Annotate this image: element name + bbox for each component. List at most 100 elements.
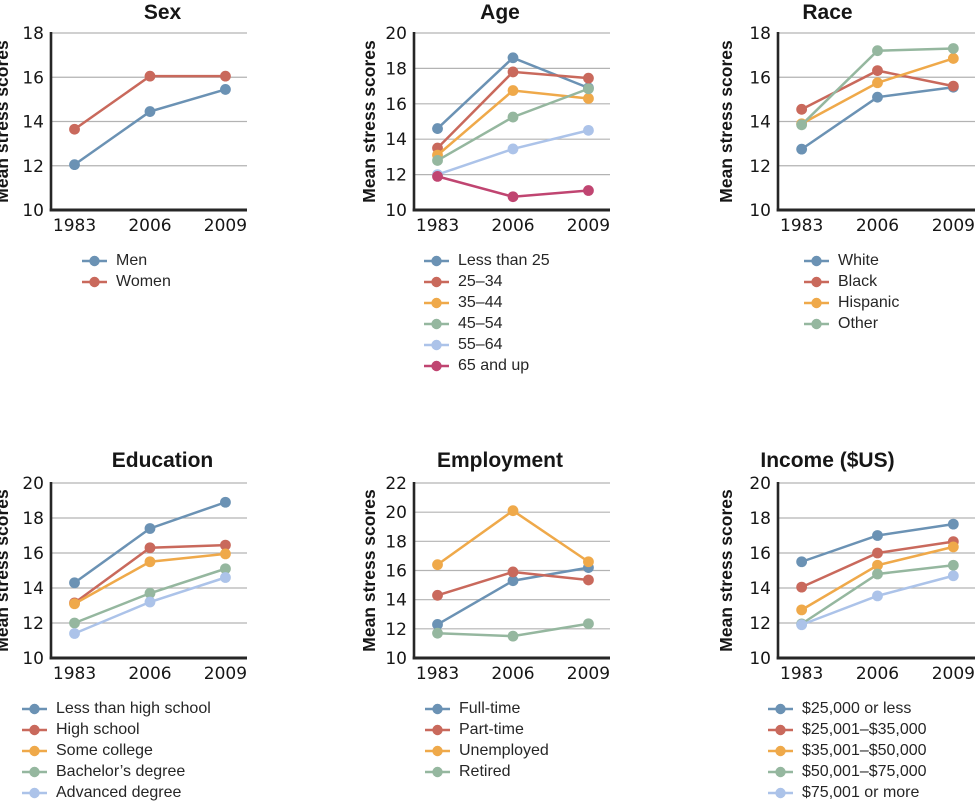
data-point xyxy=(796,581,808,593)
legend-dot xyxy=(431,360,442,371)
employment-legend: Full-time Part-time Unemployed Retired xyxy=(425,698,660,782)
data-point xyxy=(144,106,156,117)
data-point xyxy=(796,103,808,115)
legend-label: Some college xyxy=(56,741,153,759)
legend-label: 25–34 xyxy=(458,272,503,290)
data-point xyxy=(947,53,959,64)
legend-dot xyxy=(29,787,40,798)
legend-dot xyxy=(432,724,443,735)
legend-label: Advanced degree xyxy=(56,783,182,801)
sex-line-chart: Mean stress scores 10 12 14 16 18 1983 2006 2009 xyxy=(0,26,247,236)
data-point xyxy=(583,93,594,104)
data-point xyxy=(432,619,443,630)
legend-dot xyxy=(431,297,442,308)
chart-panel-age: Age Mean stress scores 10 12 14 16 18 20 1983 20… xyxy=(340,0,660,376)
legend-label: Retired xyxy=(459,762,511,780)
data-point xyxy=(144,556,156,568)
data-point xyxy=(507,111,519,123)
x-tick-label: 2009 xyxy=(204,216,247,236)
data-point xyxy=(583,185,594,196)
y-tick-label: 18 xyxy=(385,532,407,552)
legend-dot xyxy=(29,703,40,714)
y-tick-label: 12 xyxy=(385,166,407,186)
data-point xyxy=(947,518,959,530)
y-tick-label: 20 xyxy=(22,474,44,494)
data-point xyxy=(947,570,959,582)
y-tick-label: 10 xyxy=(22,201,44,221)
legend-dot xyxy=(775,724,786,735)
x-tick-label: 2009 xyxy=(567,664,610,684)
race-line-chart: Mean stress scores 10 12 14 16 18 1983 2006 2009 xyxy=(716,26,975,236)
y-tick-label: 14 xyxy=(22,579,44,599)
legend-marker-icon xyxy=(82,276,107,287)
legend-marker-icon xyxy=(804,276,829,287)
legend-marker-icon xyxy=(768,703,793,714)
data-point xyxy=(583,83,594,95)
legend-label: 35–44 xyxy=(458,293,503,311)
legend-label: $35,001–$50,000 xyxy=(802,741,927,759)
y-tick-label: 14 xyxy=(385,591,407,611)
legend-marker-icon xyxy=(425,745,450,756)
y-axis-label: Mean stress scores xyxy=(359,489,379,652)
legend-dot xyxy=(775,703,786,714)
y-tick-label: 18 xyxy=(749,26,771,44)
y-axis-label: Mean stress scores xyxy=(716,489,736,652)
chart-panel-employment: Employment Mean stress scores 10 12 14 16 18 2… xyxy=(340,448,660,782)
x-tick-label: 1983 xyxy=(416,216,459,236)
legend-marker-icon xyxy=(82,255,107,266)
legend-item: Some college xyxy=(22,740,325,761)
data-point xyxy=(220,548,231,560)
y-tick-label: 20 xyxy=(385,26,407,44)
legend-dot xyxy=(89,255,100,266)
legend-item: $75,001 or more xyxy=(768,782,975,803)
data-point xyxy=(144,587,156,599)
chart-panel-income: Income ($US) Mean stress scores 10 12 14 16 1… xyxy=(680,448,975,803)
data-point xyxy=(432,559,443,571)
data-point xyxy=(220,70,231,82)
y-axis-label: Mean stress scores xyxy=(716,40,736,203)
y-axis-label: Mean stress scores xyxy=(0,40,12,203)
data-point xyxy=(796,604,808,616)
data-point xyxy=(69,123,80,135)
y-tick-label: 12 xyxy=(385,620,407,640)
legend-item: 35–44 xyxy=(424,292,660,313)
legend-marker-icon xyxy=(424,276,449,287)
legend-label: Hispanic xyxy=(838,293,900,311)
legend-label: White xyxy=(838,251,879,269)
legend-marker-icon xyxy=(424,339,449,350)
chart-panel-sex: Sex Mean stress scores 10 12 14 16 18 1983 2006… xyxy=(0,0,325,292)
legend-item: Black xyxy=(804,271,975,292)
legend-dot xyxy=(811,318,822,329)
legend-item: 55–64 xyxy=(424,334,660,355)
data-point xyxy=(872,547,883,559)
y-axis-label: Mean stress scores xyxy=(0,489,12,652)
y-tick-label: 12 xyxy=(22,614,44,634)
y-tick-label: 16 xyxy=(385,95,407,115)
legend-label: Women xyxy=(116,272,171,290)
legend-dot xyxy=(431,339,442,350)
data-point xyxy=(69,617,80,629)
data-point xyxy=(220,496,231,508)
legend-label: $75,001 or more xyxy=(802,783,920,801)
legend-dot xyxy=(89,276,100,287)
x-tick-label: 2006 xyxy=(856,216,899,236)
legend-dot xyxy=(29,766,40,777)
y-tick-label: 16 xyxy=(749,68,771,88)
legend-item: $35,001–$50,000 xyxy=(768,740,975,761)
legend-marker-icon xyxy=(768,724,793,735)
legend-dot xyxy=(811,255,822,266)
legend-dot xyxy=(431,255,442,266)
legend-item: $25,001–$35,000 xyxy=(768,719,975,740)
legend-marker-icon xyxy=(804,297,829,308)
data-point xyxy=(144,596,156,608)
chart-title-education: Education xyxy=(111,449,214,472)
legend-marker-icon xyxy=(424,360,449,371)
y-tick-label: 16 xyxy=(385,562,407,582)
data-point xyxy=(872,559,883,571)
y-tick-label: 10 xyxy=(385,201,407,221)
x-tick-label: 2006 xyxy=(128,216,171,236)
y-tick-label: 16 xyxy=(22,68,44,88)
sex-legend: Men Women xyxy=(82,250,325,292)
data-point xyxy=(583,618,594,630)
data-point xyxy=(507,566,519,578)
